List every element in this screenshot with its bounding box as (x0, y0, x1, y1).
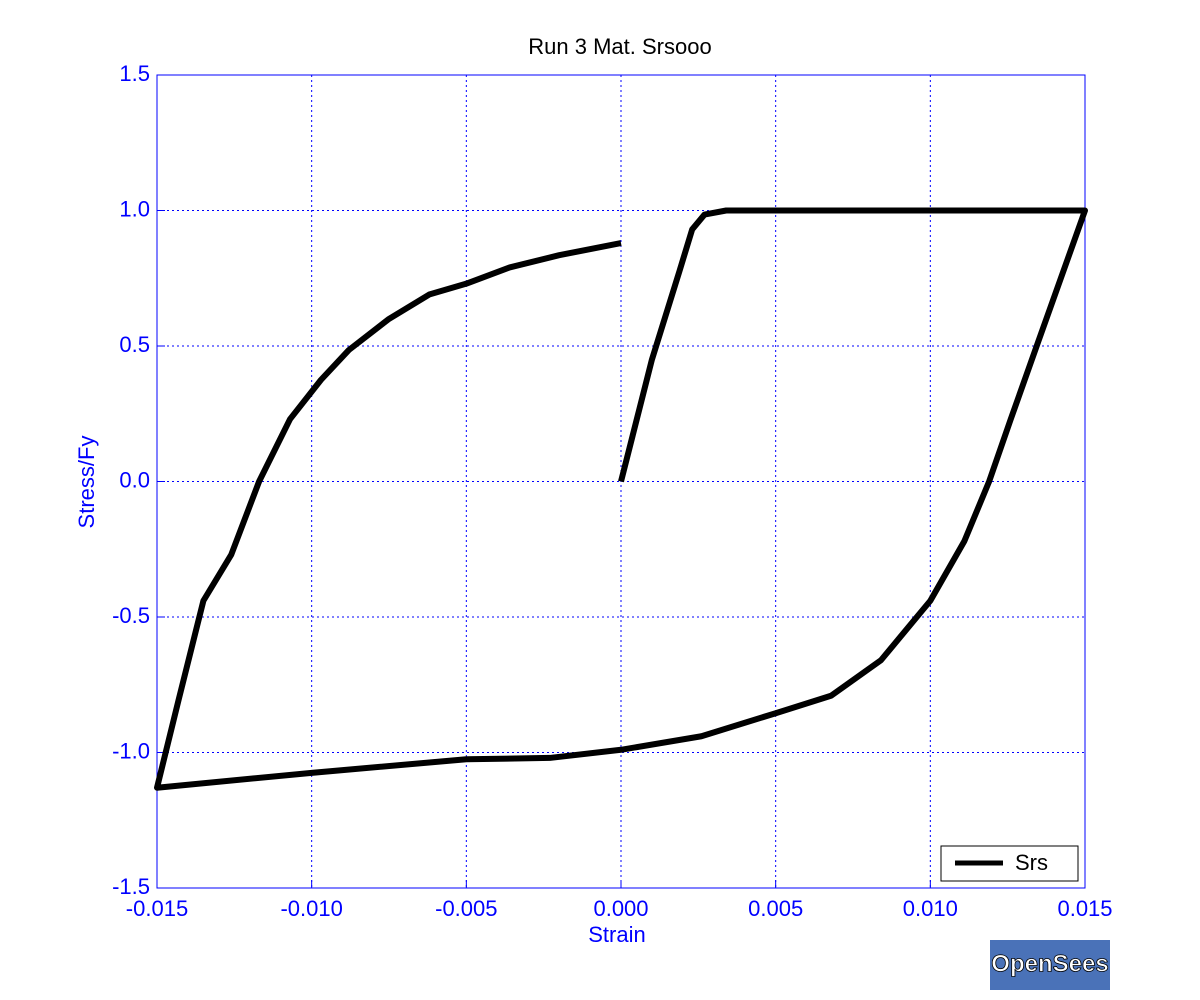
x-tick-label: 0.015 (1057, 896, 1112, 921)
legend-label: Srs (1015, 850, 1048, 875)
y-tick-label: 1.0 (119, 196, 150, 221)
x-tick-label: -0.010 (280, 896, 342, 921)
x-tick-label: 0.010 (903, 896, 958, 921)
chart-title: Run 3 Mat. Srsooo (528, 34, 711, 59)
y-tick-label: -1.0 (112, 738, 150, 763)
logo-box (990, 940, 1110, 990)
y-tick-label: 1.5 (119, 61, 150, 86)
x-tick-label: -0.005 (435, 896, 497, 921)
y-tick-label: 0.5 (119, 332, 150, 357)
y-axis-label: Stress/Fy (74, 436, 99, 529)
y-tick-label: -1.5 (112, 874, 150, 899)
x-tick-label: -0.015 (126, 896, 188, 921)
x-tick-label: 0.000 (593, 896, 648, 921)
logo-text: OpenSees (991, 950, 1108, 977)
y-tick-label: 0.0 (119, 467, 150, 492)
x-axis-label: Strain (588, 922, 645, 947)
x-tick-label: 0.005 (748, 896, 803, 921)
data-line (154, 207, 1088, 791)
y-tick-label: -0.5 (112, 603, 150, 628)
